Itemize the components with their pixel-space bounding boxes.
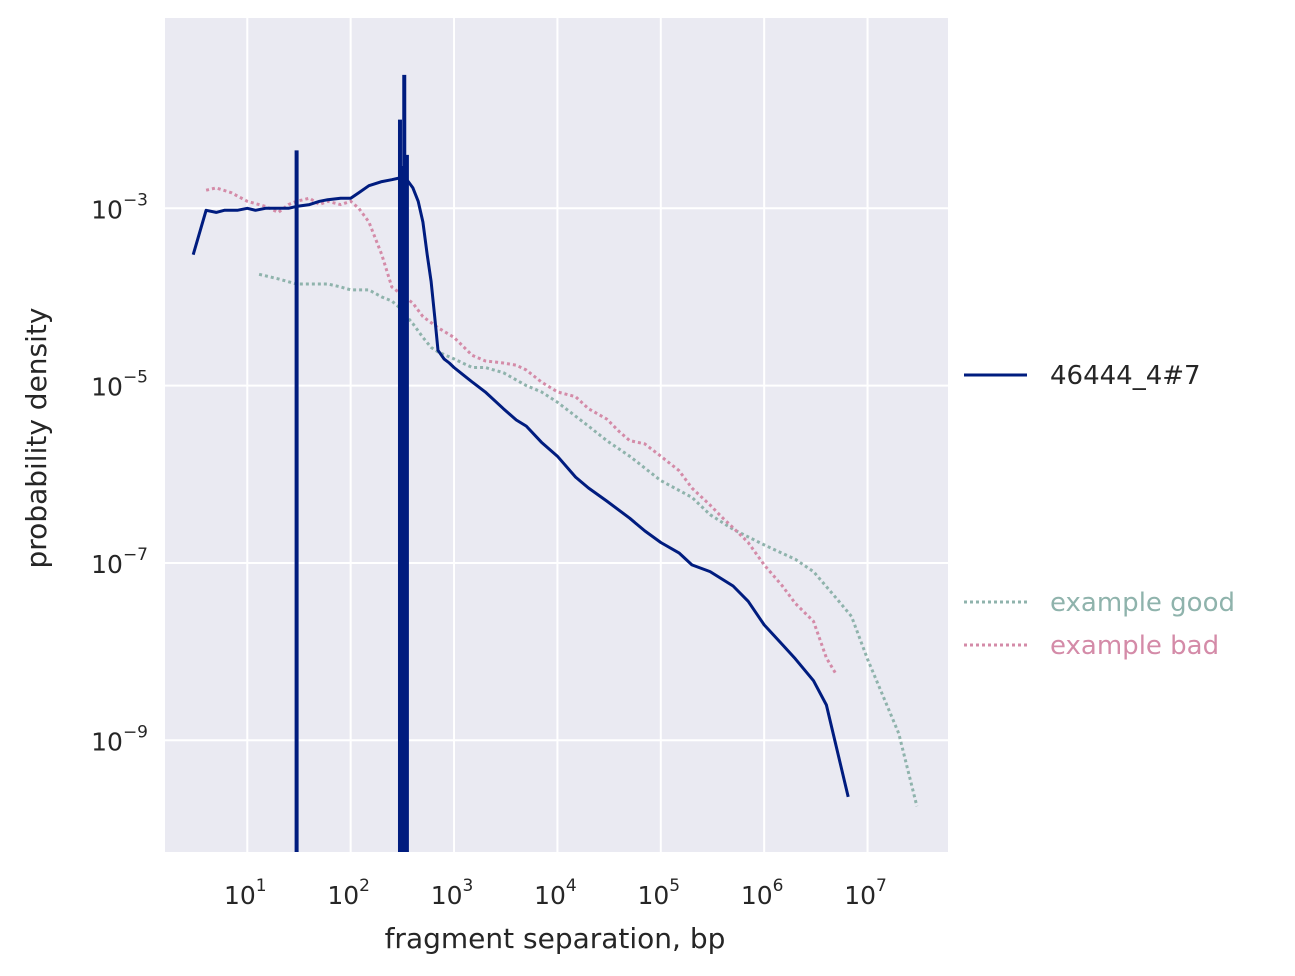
x-tick-label: 104 <box>534 876 577 910</box>
series-line-example-bad <box>205 186 838 676</box>
x-tick-label: 105 <box>637 876 680 910</box>
y-tick-labels: 10−3 10−5 10−7 10−9 <box>91 190 148 756</box>
x-axis-label: fragment separation, bp <box>385 922 726 955</box>
series-line-46444-4-7 <box>191 176 850 798</box>
x-tick-label: 101 <box>224 876 267 910</box>
x-tick-label: 102 <box>327 876 370 910</box>
x-tick-label: 106 <box>741 876 784 910</box>
y-tick-label: 10−3 <box>91 190 148 224</box>
x-tick-labels: 101 102 103 104 105 106 107 <box>224 876 887 910</box>
legend-label-example-bad: example bad <box>1050 631 1219 661</box>
legend-label-example-good: example good <box>1050 588 1235 618</box>
y-axis-label: probability density <box>20 308 53 569</box>
legend-label-46444-4-7: 46444_4#7 <box>1050 361 1201 391</box>
x-tick-label: 107 <box>844 876 887 910</box>
series-layer <box>191 74 919 852</box>
x-tick-label: 103 <box>431 876 474 910</box>
y-tick-label: 10−7 <box>91 545 148 579</box>
y-tick-label: 10−9 <box>91 722 148 756</box>
y-tick-label: 10−5 <box>91 368 148 402</box>
series-line-example-good <box>258 272 919 807</box>
